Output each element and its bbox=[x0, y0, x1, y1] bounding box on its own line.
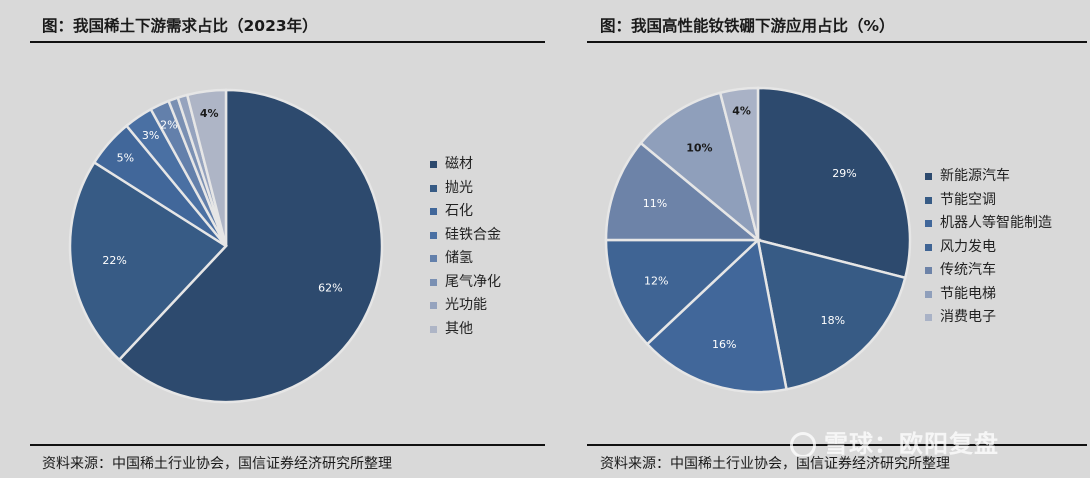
data-label: 3% bbox=[142, 129, 159, 142]
legend-item: 风力发电 bbox=[925, 236, 1052, 260]
data-label: 11% bbox=[643, 197, 667, 210]
legend-swatch bbox=[430, 161, 437, 169]
chart-panel-left: 图：我国稀土下游需求占比（2023年） 62% 22% 5% 3% 2% 4% 磁材抛光石… bbox=[30, 17, 545, 472]
pie-chart-ndfeb-applications: 29% 18% 16% 12% 11% 10% 4% bbox=[604, 86, 912, 394]
pie-slice bbox=[604, 238, 762, 346]
legend-swatch bbox=[925, 173, 932, 181]
legend-swatch bbox=[925, 267, 932, 275]
legend-label: 消费电子 bbox=[940, 309, 996, 325]
chart-panel-right: 图：我国高性能钕铁硼下游应用占比（%） 29% 18% 16% 12% 11% 10% 4%… bbox=[555, 0, 1090, 478]
legend-label: 节能电梯 bbox=[940, 285, 996, 302]
data-label: 2% bbox=[160, 119, 177, 132]
legend-item: 传统汽车 bbox=[925, 259, 1052, 283]
data-label: 18% bbox=[821, 314, 845, 327]
legend-swatch bbox=[925, 314, 932, 322]
legend-item: 磁材 bbox=[430, 153, 501, 177]
pie-slice bbox=[718, 86, 760, 241]
legend-swatch bbox=[925, 243, 932, 251]
legend-swatch bbox=[430, 231, 437, 239]
legend-label: 尾气净化 bbox=[445, 273, 501, 290]
legend-item: 储氢 bbox=[430, 247, 501, 271]
legend-swatch bbox=[925, 220, 932, 228]
data-label: 5% bbox=[117, 151, 134, 164]
pie-slice bbox=[756, 238, 907, 391]
title-divider bbox=[587, 41, 1087, 43]
legend-item: 消费电子 bbox=[925, 306, 1052, 330]
legend-label: 传统汽车 bbox=[940, 262, 996, 278]
legend-label: 硅铁合金 bbox=[445, 226, 501, 243]
legend-swatch bbox=[925, 290, 932, 298]
legend-label: 磁材 bbox=[445, 156, 473, 172]
data-label: 4% bbox=[200, 107, 219, 120]
legend-swatch bbox=[430, 184, 437, 192]
pie-slice bbox=[604, 141, 762, 242]
pie-slice bbox=[68, 160, 228, 362]
legend-label: 其他 bbox=[445, 320, 473, 337]
data-label: 16% bbox=[712, 338, 736, 351]
legend-label: 石化 bbox=[445, 203, 473, 219]
legend-swatch bbox=[430, 325, 437, 333]
legend: 新能源汽车节能空调机器人等智能制造 风力发电传统汽车节能电梯消费电子 bbox=[925, 165, 1052, 330]
legend-label: 风力发电 bbox=[940, 238, 996, 255]
pie-slice bbox=[185, 88, 228, 247]
legend-item: 石化 bbox=[430, 200, 501, 224]
legend-item: 其他 bbox=[430, 318, 501, 342]
watermark: 雪球：欧阳复盘 bbox=[790, 424, 999, 459]
legend-swatch bbox=[430, 278, 437, 286]
source-note: 资料来源：中国稀土行业协会，国信证券经济研究所整理 bbox=[600, 456, 950, 472]
watermark-text: 雪球：欧阳复盘 bbox=[824, 430, 999, 458]
legend-item: 尾气净化 bbox=[430, 271, 501, 295]
title-divider bbox=[30, 41, 545, 43]
legend-label: 新能源汽车 bbox=[940, 168, 1010, 184]
snowball-logo-icon bbox=[790, 432, 816, 458]
data-label: 29% bbox=[832, 167, 856, 180]
pie-slice bbox=[756, 86, 912, 280]
legend-item: 新能源汽车 bbox=[925, 165, 1052, 189]
legend-item: 机器人等智能制造 bbox=[925, 212, 1052, 236]
legend-item: 节能空调 bbox=[925, 189, 1052, 213]
data-label: 62% bbox=[318, 281, 342, 294]
legend-item: 抛光 bbox=[430, 177, 501, 201]
legend-label: 机器人等智能制造 bbox=[940, 215, 1052, 231]
data-label: 22% bbox=[102, 254, 126, 267]
data-label: 12% bbox=[644, 274, 668, 287]
data-label: 10% bbox=[686, 142, 712, 155]
source-divider bbox=[587, 444, 1087, 446]
legend-item: 节能电梯 bbox=[925, 283, 1052, 307]
chart-title: 图：我国高性能钕铁硼下游应用占比（%） bbox=[600, 17, 895, 35]
legend: 磁材抛光石化硅铁合金储氢尾气净化光功能其他 bbox=[430, 153, 501, 341]
pie-slice bbox=[645, 237, 788, 394]
legend-swatch bbox=[430, 208, 437, 216]
data-label: 4% bbox=[732, 104, 751, 117]
legend-item: 光功能 bbox=[430, 294, 501, 318]
source-divider bbox=[30, 444, 545, 446]
legend-label: 储氢 bbox=[445, 250, 473, 266]
legend-label: 光功能 bbox=[445, 297, 487, 313]
legend-label: 节能空调 bbox=[940, 191, 996, 208]
pie-chart-rare-earth-demand: 62% 22% 5% 3%2% 4% bbox=[68, 88, 384, 404]
pie-slice bbox=[117, 88, 384, 404]
legend-swatch bbox=[925, 196, 932, 204]
source-note: 资料来源：中国稀土行业协会，国信证券经济研究所整理 bbox=[42, 456, 392, 472]
legend-swatch bbox=[430, 302, 437, 310]
legend-label: 抛光 bbox=[445, 179, 473, 196]
chart-title: 图：我国稀土下游需求占比（2023年） bbox=[42, 17, 318, 35]
legend-item: 硅铁合金 bbox=[430, 224, 501, 248]
legend-swatch bbox=[430, 255, 437, 263]
